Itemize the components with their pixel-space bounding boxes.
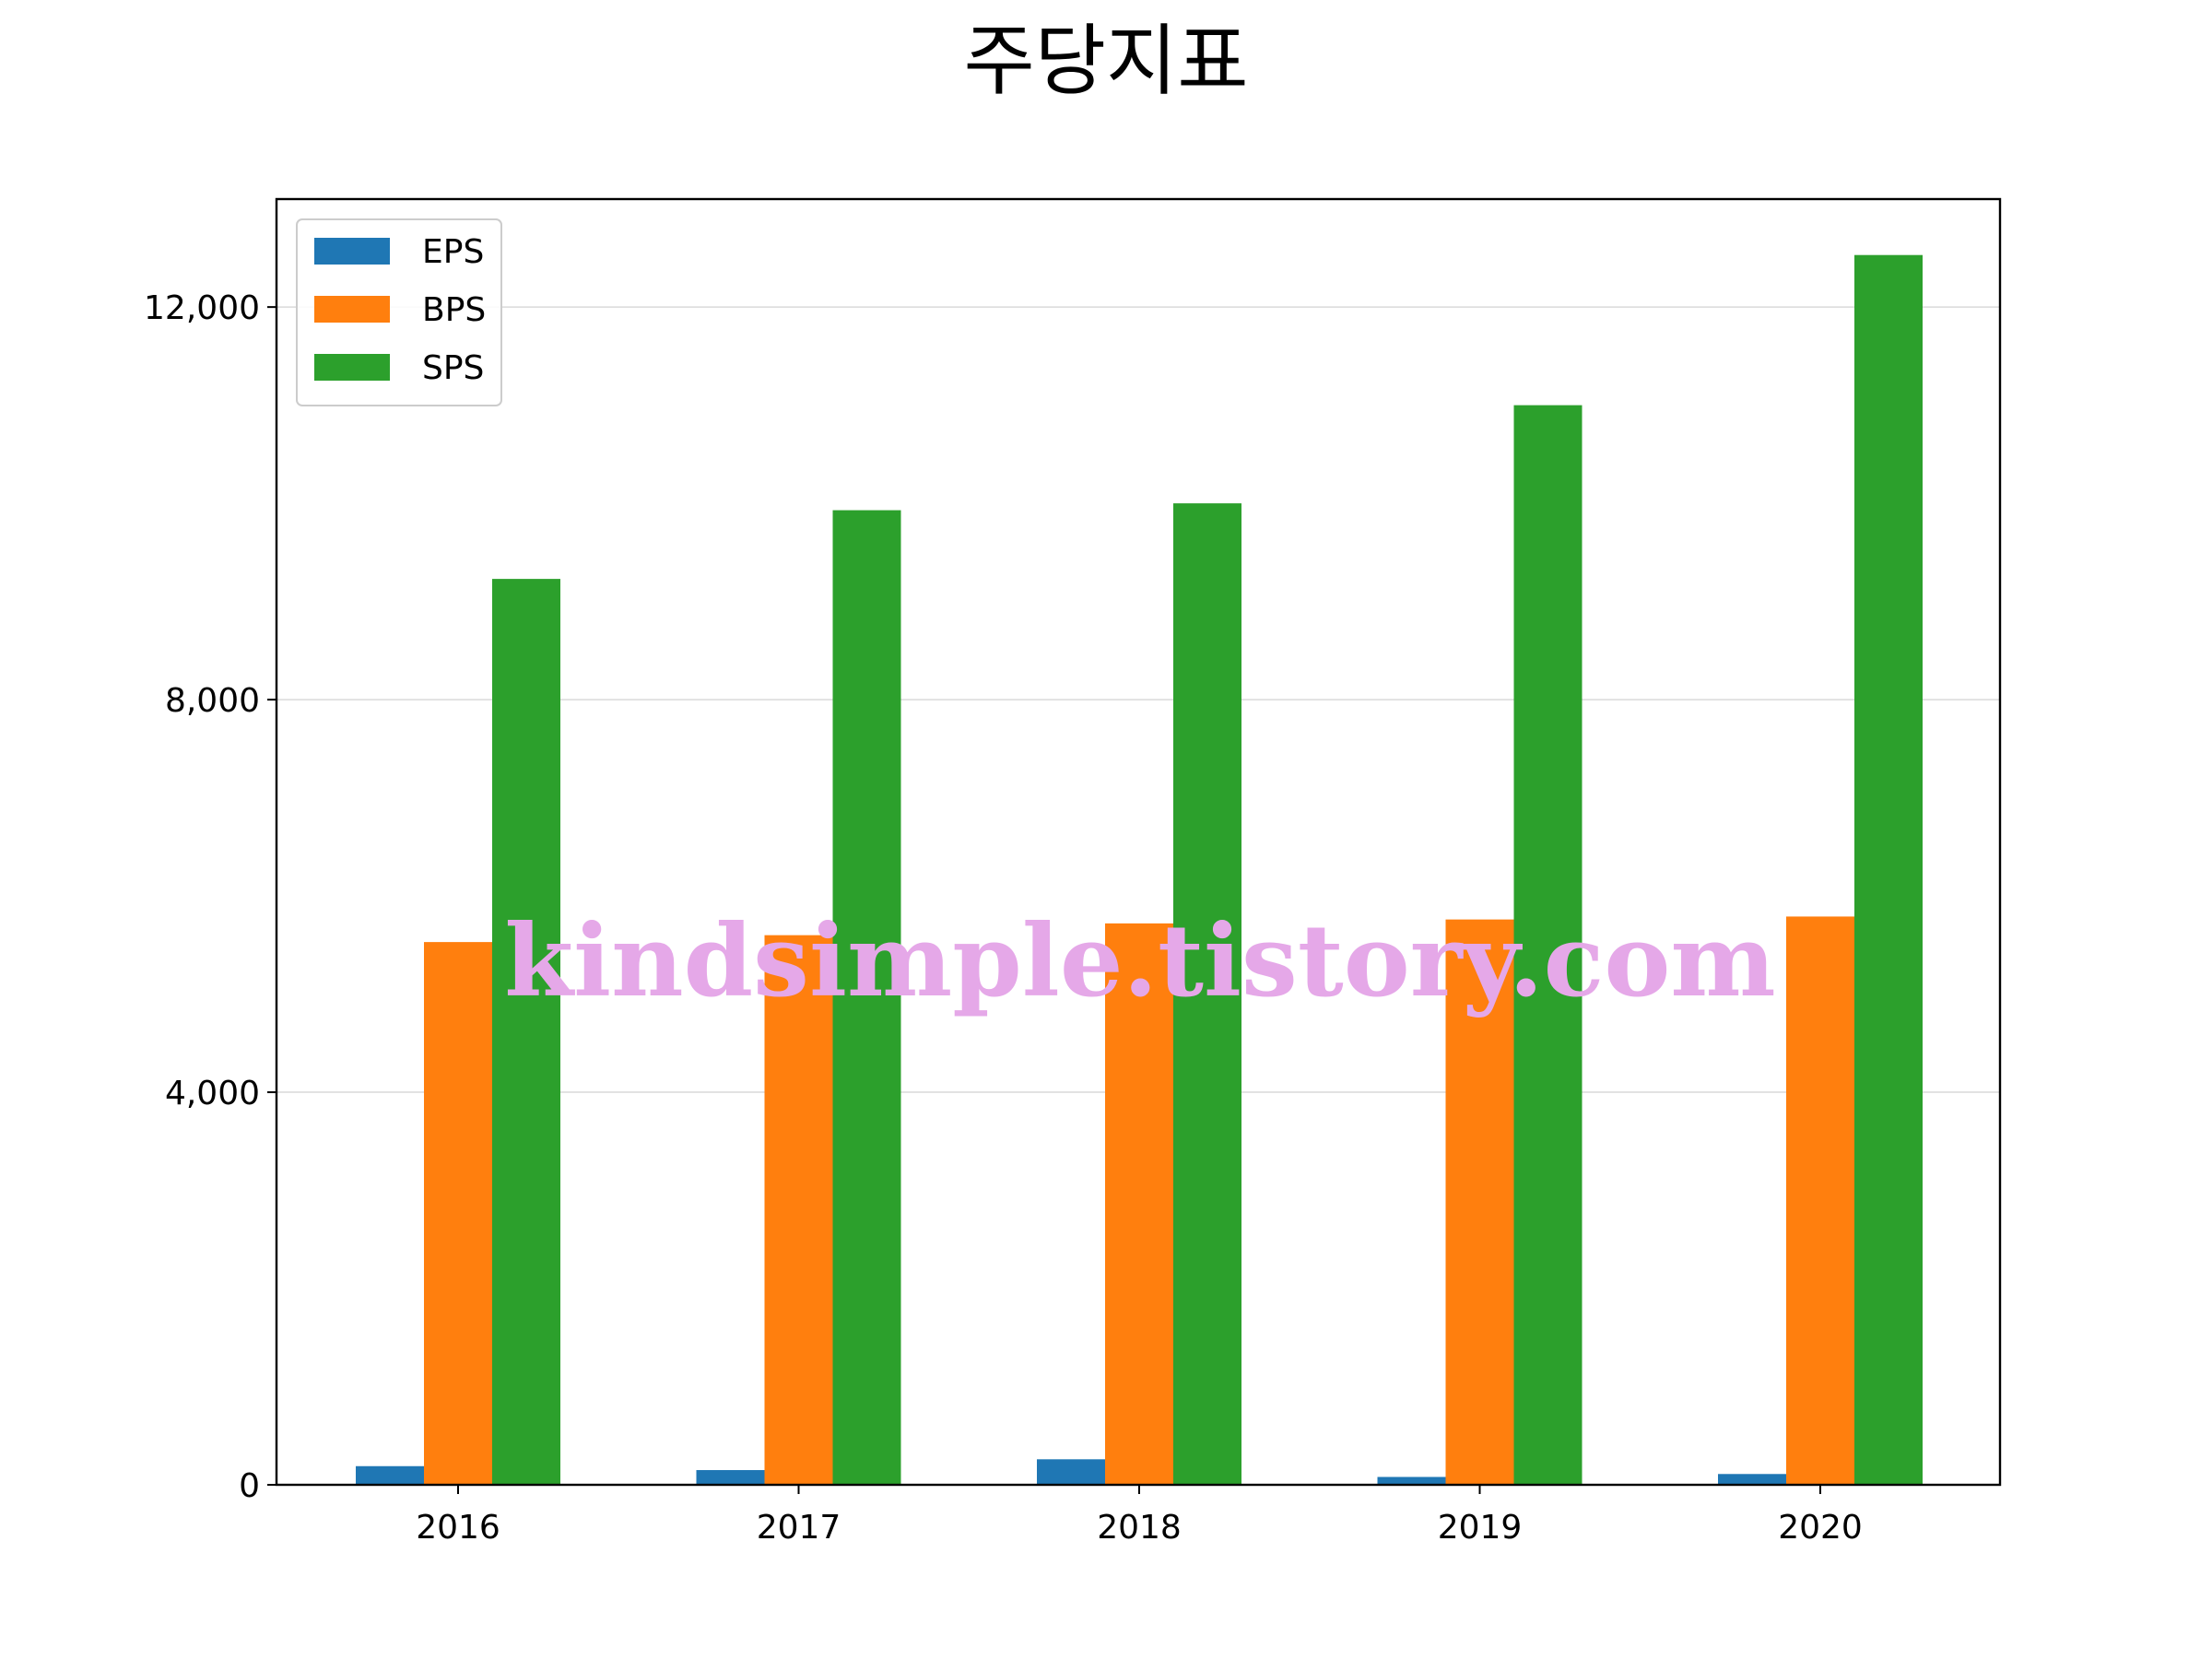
y-axis: 0 4,000 8,000 12,000 [144, 289, 276, 1505]
x-tick-label: 2016 [416, 1509, 500, 1547]
bar-eps-2016 [356, 1465, 424, 1485]
legend-swatch-sps [314, 354, 390, 381]
bar-eps-2018 [1037, 1459, 1105, 1485]
bar-bps-2017 [764, 935, 833, 1485]
x-tick-label: 2018 [1097, 1509, 1182, 1547]
bar-bps-2020 [1786, 916, 1854, 1485]
legend-label-eps: EPS [422, 233, 484, 271]
legend-swatch-bps [314, 296, 390, 323]
bar-sps-2020 [1854, 254, 1923, 1485]
chart-title: 주당지표 [963, 16, 1248, 106]
x-axis: 2016 2017 2018 2019 2020 [416, 1485, 1863, 1547]
legend-label-bps: BPS [422, 291, 486, 329]
y-tick-label: 4,000 [165, 1075, 260, 1112]
x-tick-label: 2019 [1438, 1509, 1523, 1547]
bar-eps-2019 [1377, 1477, 1446, 1485]
y-tick-label: 12,000 [144, 289, 260, 327]
y-tick-label: 0 [239, 1467, 260, 1505]
bar-eps-2017 [696, 1470, 765, 1485]
bar-sps-2018 [1173, 503, 1241, 1485]
bar-eps-2020 [1718, 1474, 1786, 1485]
bar-sps-2016 [492, 579, 560, 1485]
y-tick-label: 8,000 [165, 682, 260, 720]
x-tick-label: 2017 [757, 1509, 841, 1547]
bar-bps-2019 [1445, 919, 1514, 1485]
bars [356, 254, 1923, 1485]
watermark-text: kindsimple.tistory.com [504, 903, 1775, 1019]
bar-sps-2019 [1513, 405, 1583, 1485]
bar-bps-2018 [1105, 923, 1173, 1485]
legend-label-sps: SPS [422, 349, 484, 387]
x-tick-label: 2020 [1778, 1509, 1863, 1547]
bar-bps-2016 [424, 942, 492, 1485]
bar-sps-2017 [832, 510, 901, 1485]
legend: EPS BPS SPS [296, 218, 502, 406]
legend-swatch-eps [314, 238, 390, 265]
